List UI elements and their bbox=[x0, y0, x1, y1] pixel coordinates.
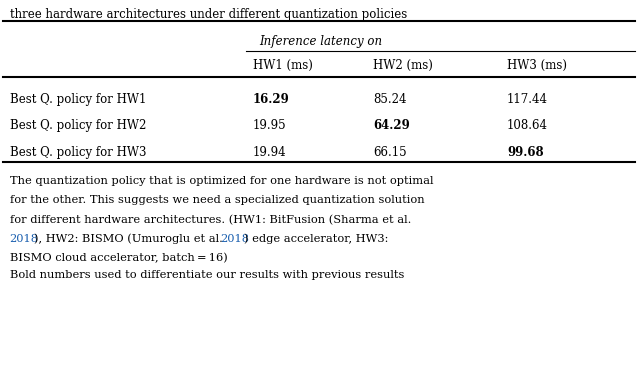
Text: 66.15: 66.15 bbox=[373, 146, 407, 159]
Text: 19.95: 19.95 bbox=[253, 119, 287, 132]
Text: BISMO cloud accelerator, batch = 16): BISMO cloud accelerator, batch = 16) bbox=[10, 253, 227, 263]
Text: HW3 (ms): HW3 (ms) bbox=[507, 59, 567, 72]
Text: 64.29: 64.29 bbox=[373, 119, 410, 132]
Text: three hardware architectures under different quantization policies: three hardware architectures under diffe… bbox=[10, 8, 407, 22]
Text: 16.29: 16.29 bbox=[253, 93, 289, 106]
Text: Inference latency on: Inference latency on bbox=[259, 35, 382, 48]
Text: Best Q. policy for HW1: Best Q. policy for HW1 bbox=[10, 93, 146, 106]
Text: for different hardware architectures. (HW1: BitFusion (Sharma et al.: for different hardware architectures. (H… bbox=[10, 214, 411, 225]
Text: ), HW2: BISMO (Umuroglu et al.: ), HW2: BISMO (Umuroglu et al. bbox=[34, 234, 226, 244]
Text: 108.64: 108.64 bbox=[507, 119, 548, 132]
Text: 2018: 2018 bbox=[220, 234, 249, 244]
Text: 19.94: 19.94 bbox=[253, 146, 287, 159]
Text: for the other. This suggests we need a specialized quantization solution: for the other. This suggests we need a s… bbox=[10, 195, 424, 205]
Text: 117.44: 117.44 bbox=[507, 93, 548, 106]
Text: 2018: 2018 bbox=[10, 234, 38, 244]
Text: ) edge accelerator, HW3:: ) edge accelerator, HW3: bbox=[244, 234, 388, 244]
Text: Bold numbers used to differentiate our results with previous results: Bold numbers used to differentiate our r… bbox=[10, 270, 404, 280]
Text: HW1 (ms): HW1 (ms) bbox=[253, 59, 313, 72]
Text: The quantization policy that is optimized for one hardware is not optimal: The quantization policy that is optimize… bbox=[10, 176, 433, 186]
Text: HW2 (ms): HW2 (ms) bbox=[373, 59, 433, 72]
Text: Best Q. policy for HW2: Best Q. policy for HW2 bbox=[10, 119, 146, 132]
Text: 85.24: 85.24 bbox=[373, 93, 406, 106]
Text: 99.68: 99.68 bbox=[507, 146, 543, 159]
Text: Best Q. policy for HW3: Best Q. policy for HW3 bbox=[10, 146, 146, 159]
